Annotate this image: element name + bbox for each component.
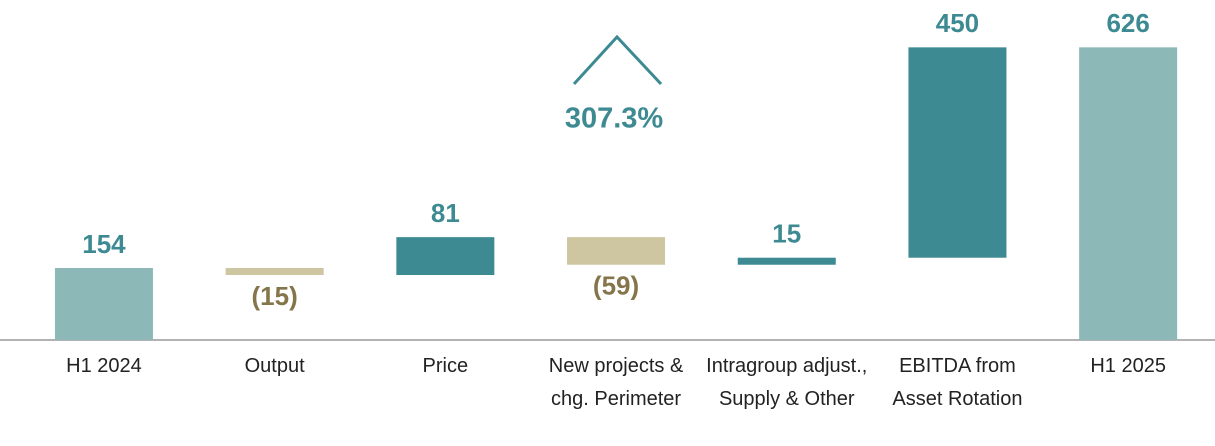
value-label: (59)	[593, 271, 639, 301]
caret	[572, 34, 663, 86]
value-label: 81	[431, 198, 460, 228]
value-label: 154	[82, 229, 126, 259]
bar	[225, 268, 324, 276]
value-label: 15	[772, 219, 801, 249]
x-tick-label: EBITDA from Asset Rotation	[892, 355, 1023, 410]
annotation: 307.3%	[565, 103, 664, 135]
bar	[908, 47, 1007, 258]
bar	[54, 268, 153, 340]
bar	[567, 237, 666, 265]
x-tick-label: Intragroup adjust., Supply & Other	[706, 355, 868, 410]
value-label: 450	[936, 8, 979, 38]
x-tick-label: Output	[244, 355, 305, 377]
bar	[1079, 47, 1178, 340]
x-tick-label: New projects & chg. Perimeter	[548, 355, 684, 410]
value-label: 626	[1106, 8, 1149, 38]
x-tick-label: H1 2025	[1090, 355, 1166, 377]
value-label: (15)	[252, 281, 298, 311]
bar	[737, 257, 836, 265]
bar	[396, 237, 495, 276]
x-tick-label: Price	[422, 355, 469, 377]
x-tick-label: H1 2024	[66, 355, 142, 377]
